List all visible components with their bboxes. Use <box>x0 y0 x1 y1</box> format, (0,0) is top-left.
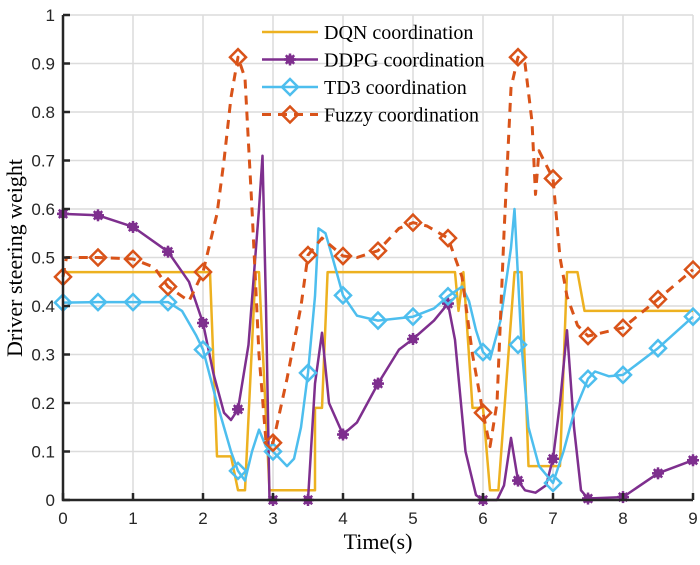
data-marker <box>648 338 668 358</box>
y-tick-label: 0.9 <box>31 55 55 74</box>
data-marker <box>438 286 458 307</box>
x-tick-label: 7 <box>548 509 557 528</box>
data-marker <box>92 209 104 222</box>
data-marker <box>613 365 633 385</box>
data-marker <box>372 377 384 390</box>
data-marker <box>473 402 493 423</box>
x-tick-label: 3 <box>268 509 277 528</box>
x-tick-label: 1 <box>128 509 137 528</box>
series-td3-coordination <box>53 207 700 493</box>
data-marker <box>403 306 423 327</box>
data-marker <box>280 77 300 97</box>
data-marker <box>123 292 143 312</box>
data-marker <box>473 342 493 362</box>
axes <box>61 13 695 502</box>
series-line <box>61 55 694 449</box>
data-marker <box>123 249 143 269</box>
data-marker <box>228 47 248 67</box>
legend-label: DQN coordination <box>324 22 473 44</box>
data-marker <box>578 326 598 346</box>
data-marker <box>158 276 178 297</box>
data-marker <box>127 220 139 233</box>
data-marker <box>508 47 528 67</box>
series-line <box>62 154 694 502</box>
y-tick-label: 0.6 <box>31 200 55 219</box>
data-marker <box>158 292 178 312</box>
series-line <box>62 207 694 485</box>
y-tick-label: 0 <box>46 491 55 510</box>
legend-item: TD3 coordination <box>262 77 467 99</box>
data-marker <box>403 212 423 233</box>
x-tick-label: 2 <box>198 509 207 528</box>
data-marker <box>547 452 559 465</box>
y-tick-label: 0.1 <box>31 443 55 462</box>
data-marker <box>162 245 174 258</box>
x-tick-label: 6 <box>478 509 487 528</box>
data-marker <box>438 228 458 248</box>
data-marker <box>298 363 318 383</box>
data-marker <box>543 473 563 493</box>
data-marker <box>280 104 300 125</box>
data-marker <box>652 467 664 480</box>
data-marker <box>333 246 353 266</box>
legend: DQN coordination DDPG coordination TD3 coo… <box>262 22 485 127</box>
data-marker <box>193 262 213 282</box>
x-tick-label: 8 <box>618 509 627 528</box>
data-marker <box>543 168 563 189</box>
y-tick-label: 0.3 <box>31 346 55 365</box>
data-marker <box>298 245 318 265</box>
data-marker <box>578 368 598 389</box>
series-fuzzy-coordination <box>53 47 700 453</box>
legend-label: Fuzzy coordination <box>324 105 479 127</box>
data-marker <box>263 433 283 453</box>
data-marker <box>284 53 296 66</box>
data-marker <box>333 285 353 306</box>
data-marker <box>683 306 700 327</box>
data-marker <box>407 332 419 345</box>
data-marker <box>512 474 524 487</box>
data-marker <box>613 318 633 338</box>
data-marker <box>508 335 528 355</box>
y-tick-label: 0.4 <box>31 297 55 316</box>
data-marker <box>687 454 699 467</box>
y-tick-label: 0.5 <box>31 249 55 268</box>
legend-label: TD3 coordination <box>324 77 467 99</box>
x-axis-title: Time(s) <box>344 529 413 554</box>
data-marker <box>193 339 213 360</box>
data-marker <box>683 259 700 280</box>
legend-item: DQN coordination <box>262 22 473 44</box>
data-marker <box>263 441 283 462</box>
data-marker <box>88 292 108 312</box>
x-tick-label: 9 <box>688 509 697 528</box>
x-tick-label: 5 <box>408 509 417 528</box>
series-ddpg-coordination <box>57 154 699 506</box>
tick-labels: 0 1 2 3 4 5 6 7 8 9 0 0.1 0.2 0.3 0.4 0.5 0.6 0.7 0.8 0.9 1 <box>31 6 697 528</box>
y-tick-label: 0.8 <box>31 103 55 122</box>
data-marker <box>368 310 388 331</box>
data-marker <box>337 428 349 441</box>
y-tick-label: 0.7 <box>31 152 55 171</box>
x-tick-label: 0 <box>58 509 67 528</box>
data-marker <box>232 403 244 416</box>
data-marker <box>197 316 209 329</box>
legend-label: DDPG coordination <box>324 50 485 72</box>
data-marker <box>582 492 594 505</box>
legend-item: Fuzzy coordination <box>262 105 479 127</box>
legend-item: DDPG coordination <box>262 50 485 72</box>
data-marker <box>88 247 108 268</box>
y-tick-label: 1 <box>46 6 55 25</box>
data-marker <box>368 240 388 261</box>
data-marker <box>648 289 668 309</box>
data-marker <box>228 461 248 481</box>
y-tick-label: 0.2 <box>31 394 55 413</box>
y-axis-title: Driver steering weight <box>2 159 27 357</box>
x-tick-label: 4 <box>338 509 347 528</box>
